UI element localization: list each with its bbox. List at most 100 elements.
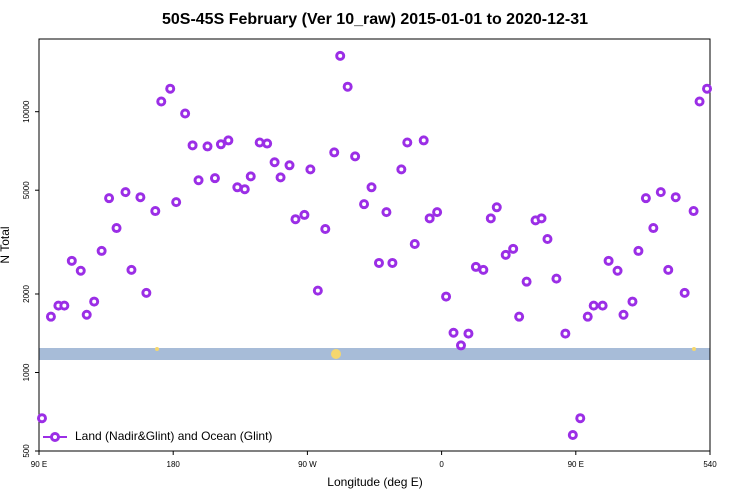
point (560, 328, 571, 339)
point (448, 327, 459, 338)
point (150, 206, 161, 217)
point (567, 429, 578, 440)
point (612, 265, 623, 276)
point (193, 175, 204, 186)
point (381, 207, 392, 218)
x-tick-label: 180 (167, 460, 181, 469)
point (688, 206, 699, 217)
point (284, 160, 295, 171)
point (312, 285, 323, 296)
point (135, 192, 146, 203)
point (215, 139, 226, 150)
point (409, 238, 420, 249)
point (536, 213, 547, 224)
point (424, 213, 435, 224)
point (320, 223, 331, 234)
y-tick-label: 5000 (22, 181, 31, 199)
point (335, 50, 346, 61)
point (508, 243, 519, 254)
point (180, 108, 191, 119)
point (485, 213, 496, 224)
band-dot (331, 349, 341, 359)
point (618, 309, 629, 320)
y-tick-label: 1000 (22, 363, 31, 381)
point (223, 135, 234, 146)
x-tick-label: 90 W (298, 460, 317, 469)
point (694, 96, 705, 107)
point (679, 287, 690, 298)
x-tick-label: 540 (703, 460, 717, 469)
point (36, 413, 47, 424)
point (209, 173, 220, 184)
point (245, 171, 256, 182)
point (387, 257, 398, 268)
point (342, 81, 353, 92)
point (396, 164, 407, 175)
point (463, 328, 474, 339)
x-tick-label: 0 (439, 460, 444, 469)
band (39, 348, 710, 360)
point (126, 264, 137, 275)
point (262, 138, 273, 149)
point (171, 197, 182, 208)
point (655, 187, 666, 198)
point (491, 202, 502, 213)
point (141, 287, 152, 298)
point (104, 193, 115, 204)
point (366, 182, 377, 193)
point (648, 223, 659, 234)
point (81, 309, 92, 320)
point (551, 273, 562, 284)
point (582, 311, 593, 322)
point (305, 164, 316, 175)
point (603, 255, 614, 266)
point (120, 187, 131, 198)
point (66, 255, 77, 266)
point (299, 209, 310, 220)
point (478, 264, 489, 275)
point (455, 340, 466, 351)
point (627, 296, 638, 307)
band-dot (155, 347, 159, 351)
y-axis-label: N Total (0, 226, 12, 263)
point (350, 151, 361, 162)
point (89, 296, 100, 307)
point (633, 245, 644, 256)
point (670, 192, 681, 203)
x-axis-label: Longitude (deg E) (327, 475, 422, 489)
point (329, 147, 340, 158)
point (269, 157, 280, 168)
point (373, 257, 384, 268)
y-tick-label: 10000 (22, 100, 31, 123)
point (514, 311, 525, 322)
point (470, 261, 481, 272)
x-tick-label: 90 E (568, 460, 584, 469)
point (359, 199, 370, 210)
y-tick-label: 500 (22, 444, 31, 458)
point (232, 182, 243, 193)
point (441, 291, 452, 302)
point (597, 300, 608, 311)
point (418, 135, 429, 146)
point (96, 245, 107, 256)
band-dot (692, 347, 696, 351)
point (156, 96, 167, 107)
point (254, 137, 265, 148)
point (165, 83, 176, 94)
point (75, 265, 86, 276)
point (575, 413, 586, 424)
point (588, 300, 599, 311)
plot-frame (38, 38, 711, 452)
point (275, 172, 286, 183)
point (702, 83, 713, 94)
point (663, 264, 674, 275)
point (542, 233, 553, 244)
point (45, 311, 56, 322)
point (239, 184, 250, 195)
y-tick-label: 2000 (22, 285, 31, 303)
chart-title: 50S-45S February (Ver 10_raw) 2015-01-01… (162, 11, 588, 28)
point (500, 249, 511, 260)
point (290, 214, 301, 225)
point (59, 300, 70, 311)
